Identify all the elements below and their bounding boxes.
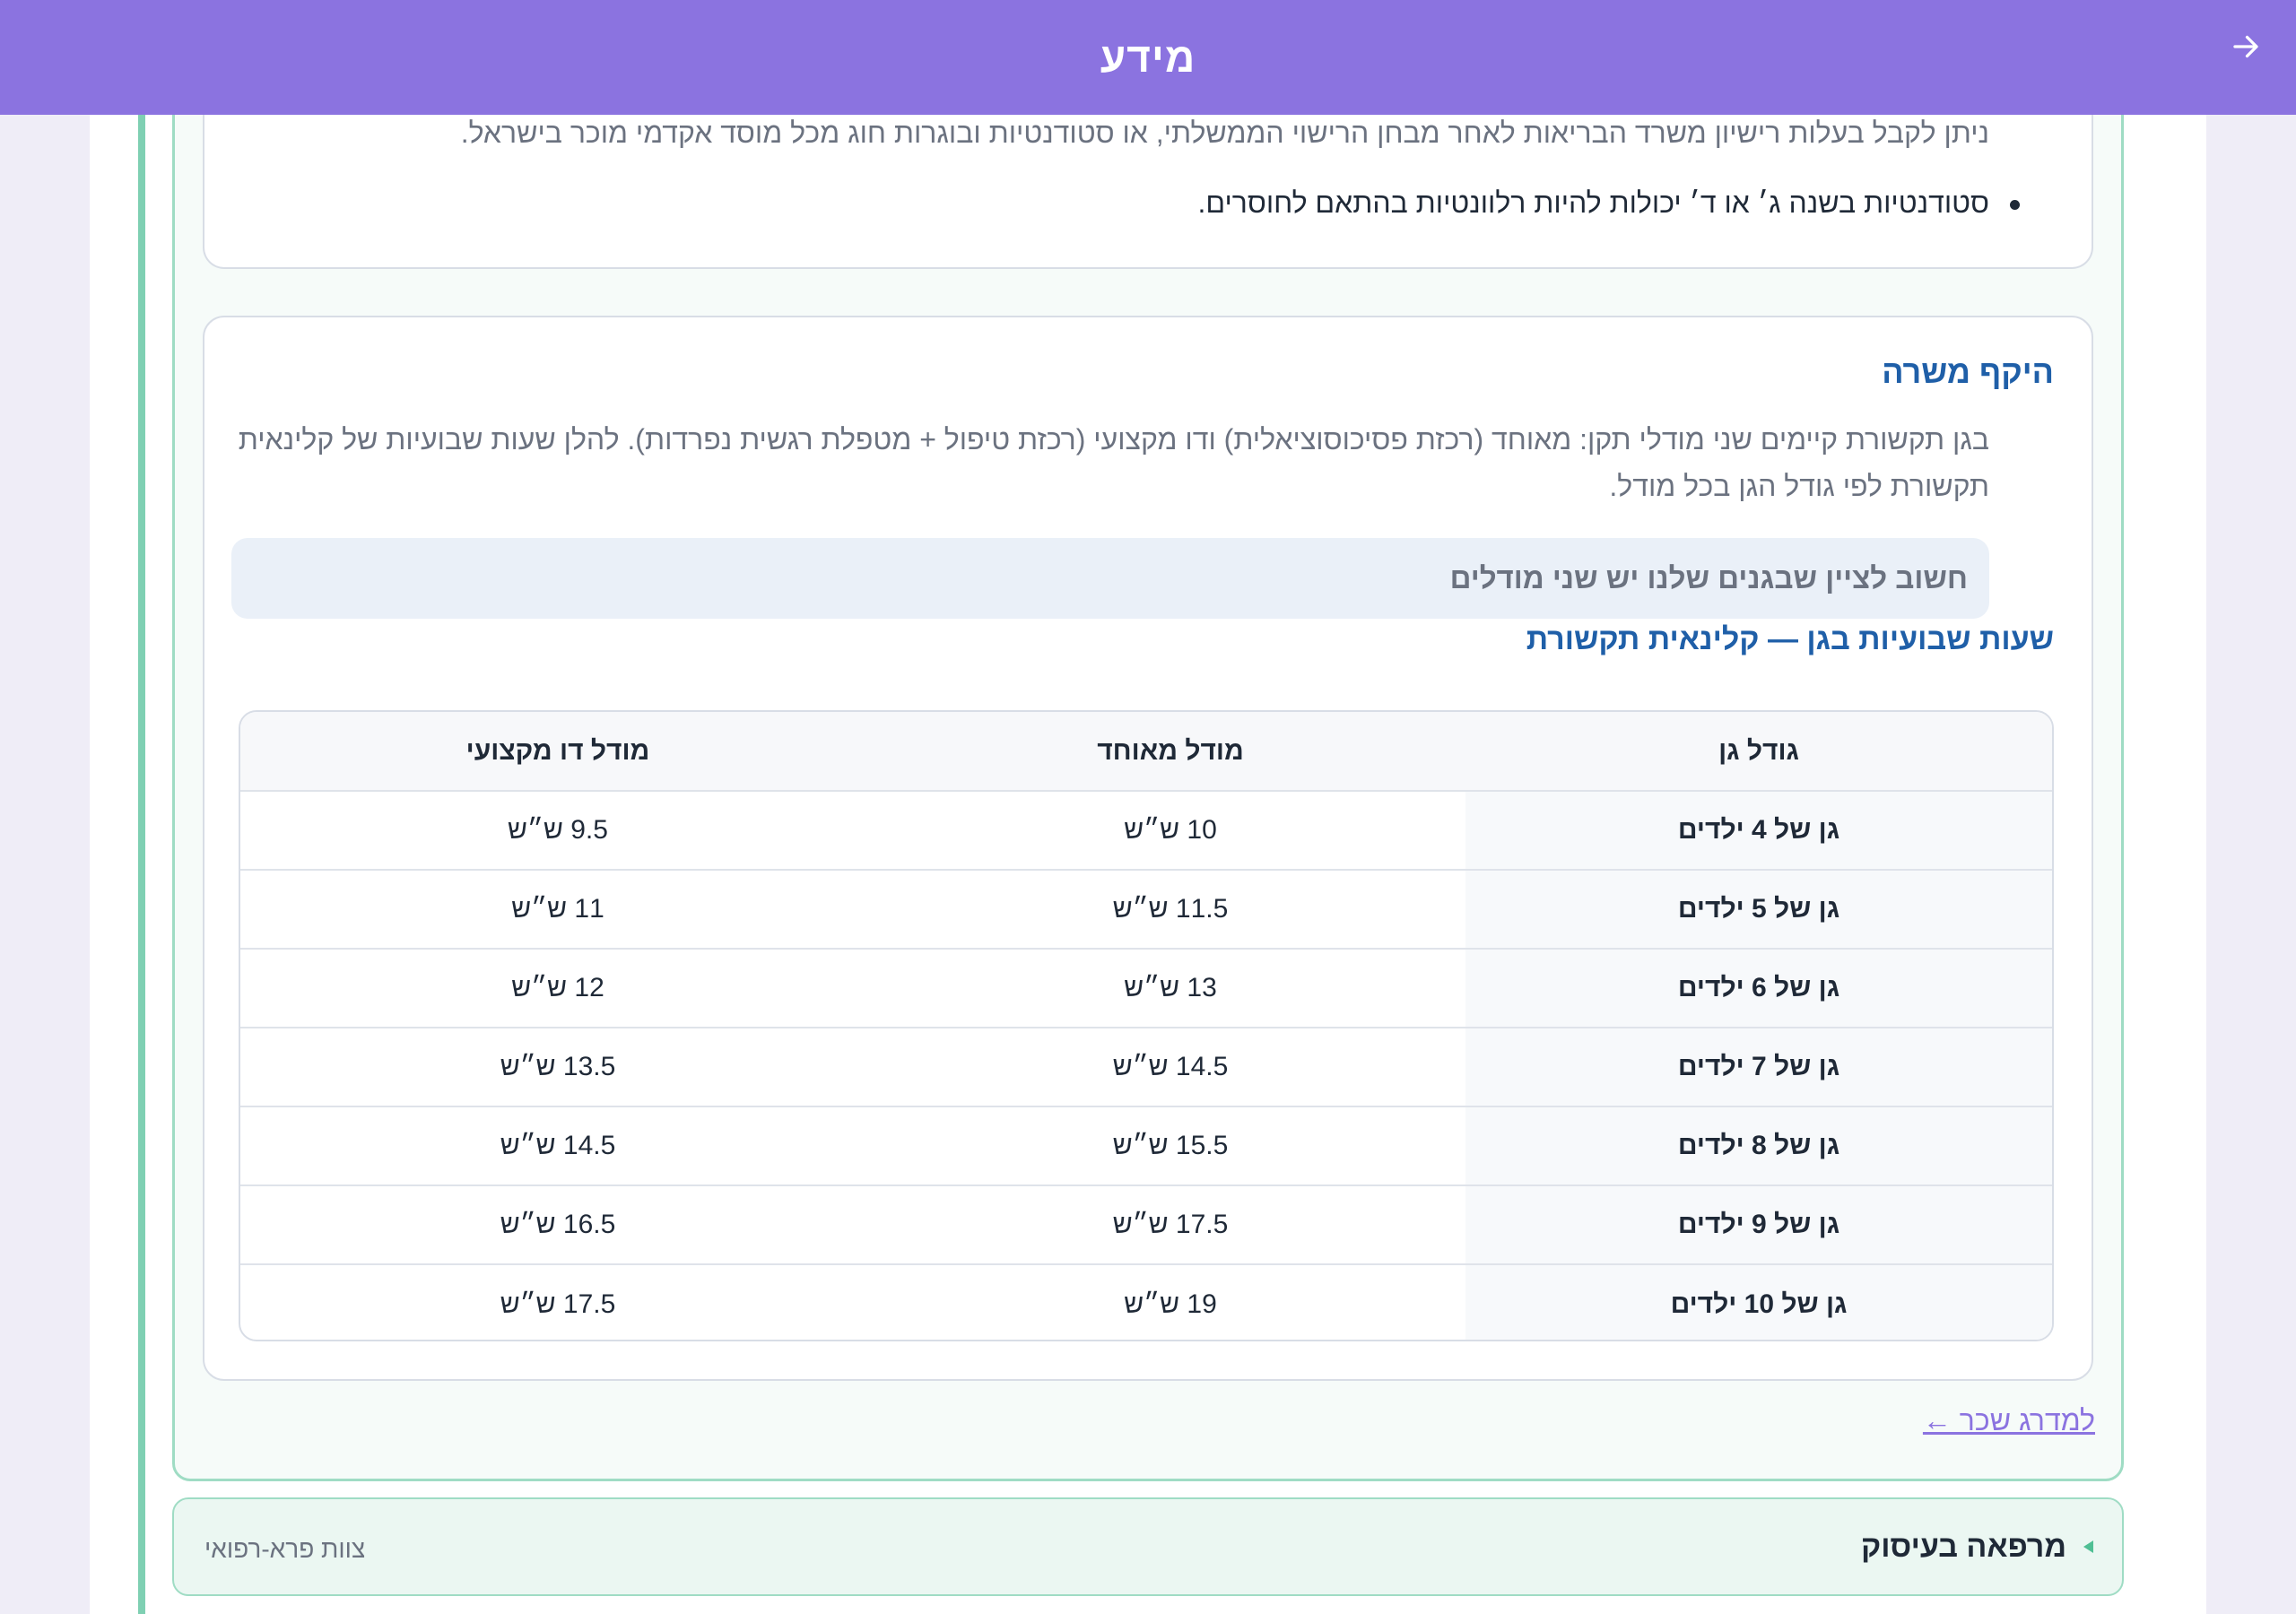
- header-kindergarten-size: גודל גן: [1465, 712, 2052, 792]
- table-row: גן של 8 ילדים 15.5 ש״ש 14.5 ש״ש: [240, 1106, 2052, 1186]
- header-dual-model: מודל דו מקצועי: [240, 712, 875, 792]
- table-cell-dual: 11 ש״ש: [240, 870, 875, 950]
- table-cell-dual: 17.5 ש״ש: [500, 1289, 616, 1319]
- table-row: גן של 10 ילדים 19 ש״ש 17.5 ש״ש: [240, 1264, 2052, 1340]
- arrow-right-icon: [2233, 35, 2258, 58]
- table-row: גן של 6 ילדים 13 ש״ש 12 ש״ש: [240, 949, 2052, 1028]
- table-cell-dual: 12 ש״ש: [240, 949, 875, 1028]
- scope-card: היקף משרה בגן תקשורת קיימים שני מודלי תק…: [203, 316, 2093, 1381]
- scope-title: היקף משרה: [1882, 353, 2054, 390]
- page-title: מידע: [1100, 34, 1196, 81]
- table-cell-size: גן של 7 ילדים: [1465, 1028, 2052, 1107]
- eligibility-bullet: סטודנטיות בשנה ג׳ או ד׳ יכולות להיות רלו…: [1197, 187, 2020, 219]
- table-cell-unified: 15.5 ש״ש: [875, 1106, 1465, 1186]
- table-row: גן של 4 ילדים 10 ש״ש 9.5 ש״ש: [240, 791, 2052, 871]
- table-cell-size: גן של 8 ילדים: [1465, 1106, 2052, 1186]
- table-row: גן של 7 ילדים 14.5 ש״ש 13.5 ש״ש: [240, 1028, 2052, 1107]
- section-title: מרפאה בעיסוק: [1861, 1530, 2066, 1564]
- occupational-therapy-section[interactable]: מרפאה בעיסוק צוות פרא-רפואי: [172, 1497, 2124, 1596]
- hours-table: גודל גן מודל מאוחד מודל דו מקצועי גן של …: [239, 710, 2054, 1341]
- models-note: חשוב לציין שבגנים שלנו יש שני מודלים: [231, 538, 1989, 619]
- table-cell-unified: 14.5 ש״ש: [875, 1028, 1465, 1107]
- table-cell-dual: 16.5 ש״ש: [240, 1185, 875, 1265]
- app-header: מידע: [0, 0, 2296, 115]
- accent-line: [138, 115, 145, 1614]
- scope-paragraph: בגן תקשורת קיימים שני מודלי תקן: מאוחד (…: [238, 423, 1989, 502]
- table-row: גן של 9 ילדים 17.5 ש״ש 16.5 ש״ש: [240, 1185, 2052, 1265]
- table-cell-size: גן של 6 ילדים: [1465, 949, 2052, 1028]
- salary-scale-link[interactable]: למדרג שכר ←: [1922, 1404, 2095, 1436]
- section-subtitle: צוות פרא-רפואי: [204, 1535, 366, 1563]
- table-cell-unified: 13 ש״ש: [875, 949, 1465, 1028]
- table-header-row: גודל גן מודל מאוחד מודל דו מקצועי: [240, 712, 2052, 792]
- table-cell-unified: 11.5 ש״ש: [875, 870, 1465, 950]
- triangle-expand-icon: [2083, 1540, 2093, 1553]
- table-cell-unified: 19 ש״ש: [1124, 1289, 1217, 1319]
- table-cell-unified: 17.5 ש״ש: [875, 1185, 1465, 1265]
- back-button[interactable]: [2226, 27, 2266, 66]
- table-cell-dual: 14.5 ש״ש: [240, 1106, 875, 1186]
- eligibility-text: ניתן לקבל בעלות רישיון משרד הבריאות לאחר…: [460, 117, 1989, 149]
- hours-table-title: שעות שבועיות בגן — קלינאית תקשורת: [1526, 622, 2054, 656]
- table-cell-size: גן של 9 ילדים: [1465, 1185, 2052, 1265]
- table-cell-size: גן של 10 ילדים: [1465, 1264, 2052, 1340]
- table-cell-size: גן של 5 ילדים: [1465, 870, 2052, 950]
- table-cell-dual: 9.5 ש״ש: [240, 791, 875, 871]
- table-row: גן של 5 ילדים 11.5 ש״ש 11 ש״ש: [240, 870, 2052, 950]
- table-cell-unified: 10 ש״ש: [875, 791, 1465, 871]
- header-unified-model: מודל מאוחד: [875, 712, 1465, 792]
- table-cell-dual: 13.5 ש״ש: [240, 1028, 875, 1107]
- table-cell-size: גן של 4 ילדים: [1465, 791, 2052, 871]
